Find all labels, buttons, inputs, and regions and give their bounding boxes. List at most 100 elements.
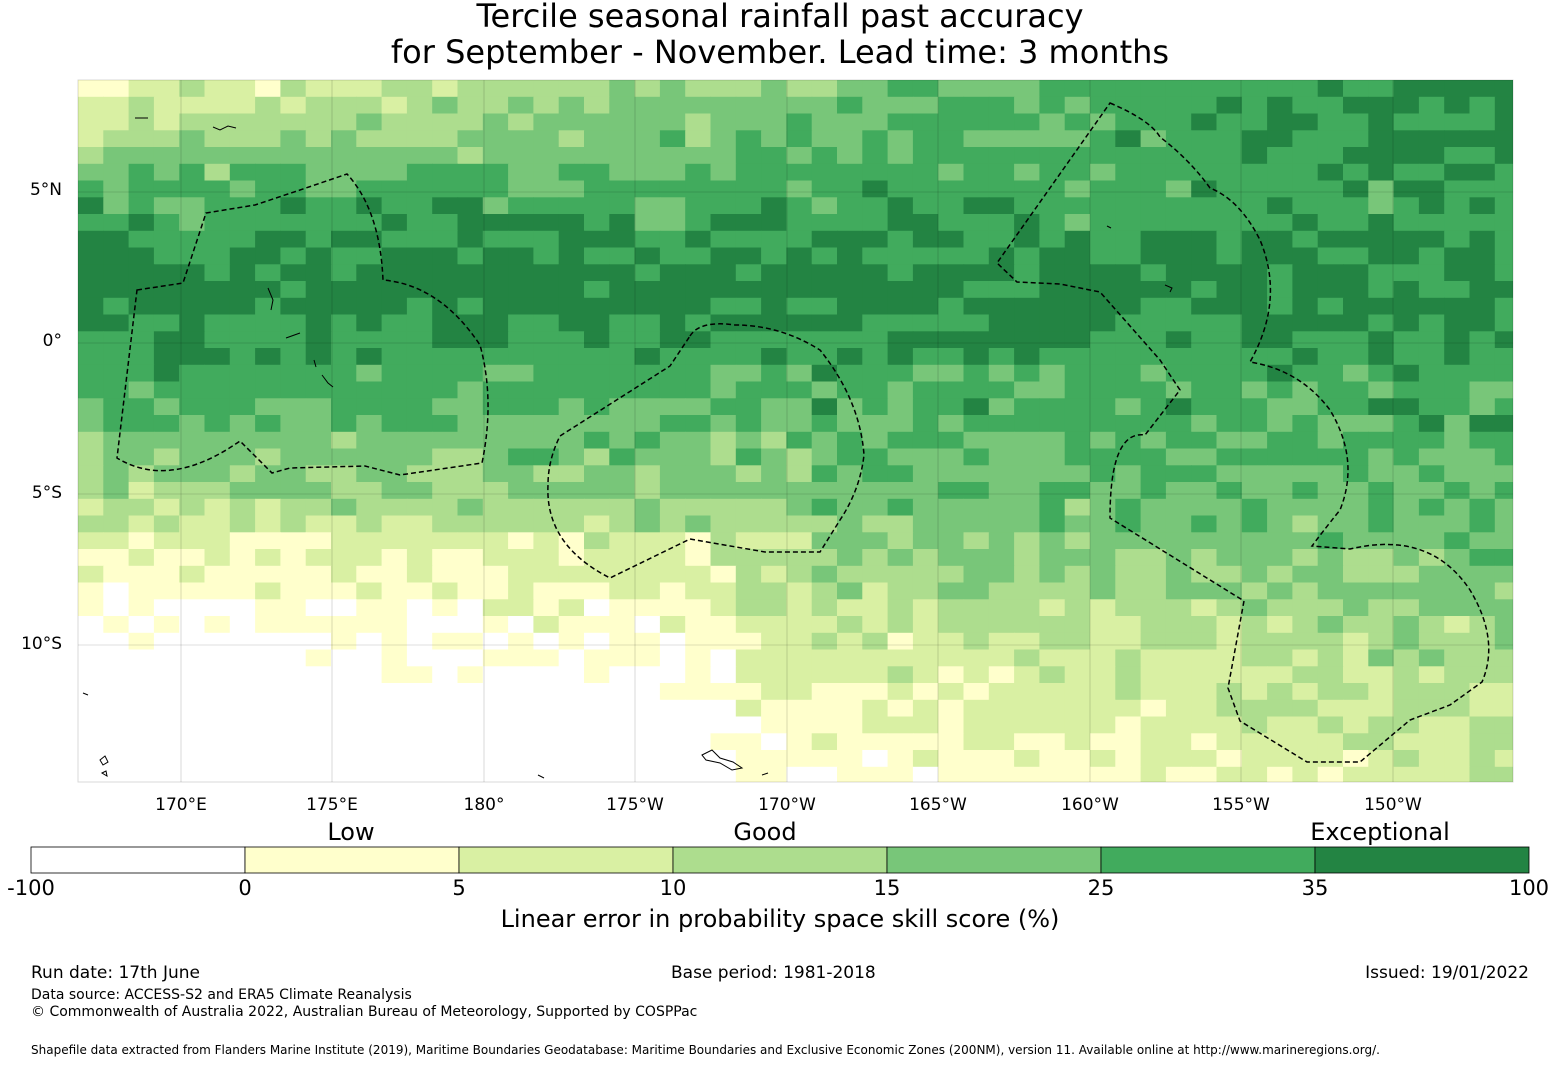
grid-cell xyxy=(1393,699,1420,718)
grid-cell xyxy=(356,297,383,316)
grid-cell xyxy=(1241,180,1268,198)
grid-cell xyxy=(811,515,838,533)
grid-cell xyxy=(887,599,914,617)
grid-cell xyxy=(1115,549,1142,567)
grid-cell xyxy=(255,96,281,115)
grid-cell xyxy=(938,113,965,131)
grid-cell xyxy=(1469,599,1496,617)
grid-cell xyxy=(331,163,357,182)
grid-cell xyxy=(1343,515,1369,533)
grid-cell xyxy=(1064,599,1091,617)
grid-cell xyxy=(1267,683,1293,701)
grid-cell xyxy=(1165,750,1192,768)
grid-cell xyxy=(1418,599,1445,617)
grid-cell xyxy=(862,381,889,399)
grid-cell xyxy=(912,431,939,450)
grid-cell xyxy=(153,616,180,634)
grid-cell xyxy=(761,482,787,500)
grid-cell xyxy=(1317,599,1344,617)
grid-cell xyxy=(482,632,509,651)
grid-cell xyxy=(837,163,863,182)
grid-cell xyxy=(558,683,585,701)
grid-cell xyxy=(482,683,509,701)
grid-cell xyxy=(204,113,231,131)
grid-cell xyxy=(634,482,661,500)
grid-cell xyxy=(811,364,838,383)
grid-cell xyxy=(761,750,787,768)
grid-cell xyxy=(457,364,484,383)
grid-cell xyxy=(331,649,357,667)
grid-cell xyxy=(1393,297,1420,316)
grid-cell xyxy=(1292,197,1319,215)
grid-cell xyxy=(1267,582,1293,600)
grid-cell xyxy=(1494,281,1513,299)
grid-cell xyxy=(432,230,459,249)
grid-cell xyxy=(508,599,534,617)
grid-cell xyxy=(1090,632,1116,651)
grid-cell xyxy=(938,348,965,366)
grid-cell xyxy=(1090,498,1116,517)
grid-cell xyxy=(659,314,686,332)
grid-cell xyxy=(128,297,155,316)
grid-cell xyxy=(558,699,585,718)
grid-cell xyxy=(963,582,990,600)
grid-cell xyxy=(887,565,914,584)
grid-cell xyxy=(356,147,383,165)
grid-cell xyxy=(78,649,104,667)
grid-cell xyxy=(1494,96,1513,115)
grid-cell xyxy=(1165,431,1192,450)
grid-cell xyxy=(1064,766,1091,782)
grid-cell xyxy=(1418,616,1445,634)
grid-cell xyxy=(280,247,307,265)
grid-cell xyxy=(153,348,180,366)
grid-cell xyxy=(305,515,332,533)
grid-cell xyxy=(1292,666,1319,684)
grid-cell xyxy=(1368,214,1395,232)
grid-cell xyxy=(204,415,231,433)
grid-cell xyxy=(710,398,737,416)
grid-cell xyxy=(634,683,661,701)
grid-cell xyxy=(1317,498,1344,517)
grid-cell xyxy=(1216,632,1243,651)
grid-cell xyxy=(1292,331,1319,349)
grid-cell xyxy=(1064,113,1091,131)
grid-cell xyxy=(1191,683,1218,701)
grid-cell xyxy=(1039,699,1066,718)
grid-cell xyxy=(1267,549,1293,567)
grid-cell xyxy=(685,230,712,249)
grid-cell xyxy=(1444,532,1471,550)
grid-cell xyxy=(457,398,484,416)
grid-cell xyxy=(1014,582,1040,600)
grid-cell xyxy=(533,683,560,701)
grid-cell xyxy=(179,599,206,617)
grid-cell xyxy=(634,247,661,265)
grid-cell xyxy=(761,364,787,383)
grid-cell xyxy=(1317,582,1344,600)
grid-cell xyxy=(331,130,357,148)
grid-cell xyxy=(584,733,610,751)
grid-cell xyxy=(1191,699,1218,718)
grid-cell xyxy=(508,364,534,383)
grid-cell xyxy=(406,113,433,131)
grid-cell xyxy=(862,96,889,115)
grid-cell xyxy=(1469,297,1496,316)
grid-cell xyxy=(533,163,560,182)
grid-cell xyxy=(305,398,332,416)
grid-cell xyxy=(1494,314,1513,332)
grid-cell xyxy=(1064,750,1091,768)
grid-cell xyxy=(609,130,636,148)
grid-cell xyxy=(558,364,585,383)
grid-cell xyxy=(305,130,332,148)
grid-cell xyxy=(533,582,560,600)
grid-cell xyxy=(153,96,180,115)
grid-cell xyxy=(963,230,990,249)
grid-cell xyxy=(128,750,155,768)
grid-cell xyxy=(103,515,130,533)
grid-cell xyxy=(735,80,762,98)
grid-cell xyxy=(1241,582,1268,600)
grid-cell xyxy=(811,532,838,550)
grid-cell xyxy=(634,113,661,131)
grid-cell xyxy=(887,314,914,332)
grid-cell xyxy=(761,733,787,751)
grid-cell xyxy=(710,515,737,533)
